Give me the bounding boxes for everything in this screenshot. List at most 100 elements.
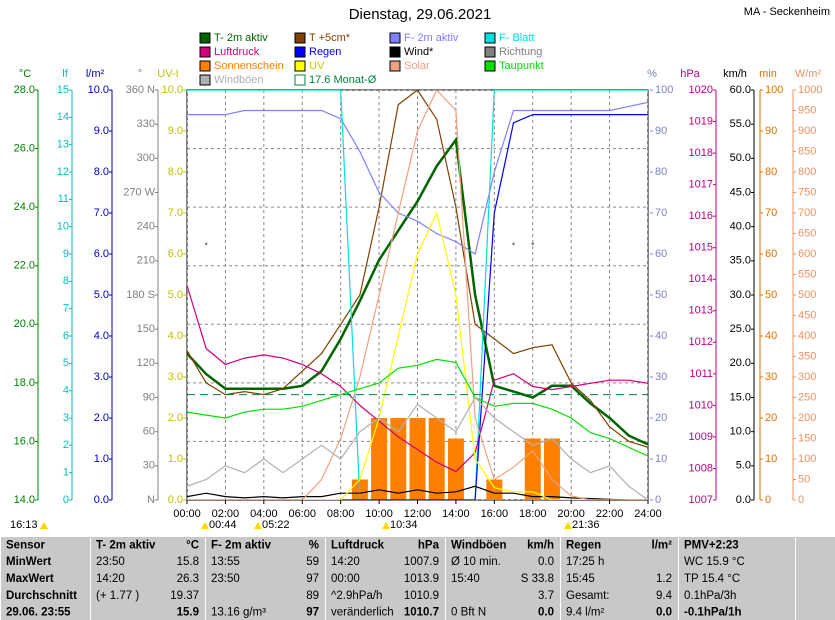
event-label: 10:34: [390, 519, 418, 531]
cell-value: %: [309, 539, 319, 551]
y-tick-label: 90: [655, 125, 667, 137]
direction-dot: [204, 242, 208, 246]
y-tick-label: 850: [798, 145, 816, 157]
y-tick-label: 40: [655, 330, 667, 342]
y-tick-label: 6.0: [168, 248, 183, 260]
y-tick-label: 8: [63, 275, 69, 287]
cell-text: 0 Bft N: [451, 607, 486, 619]
cell-text: 0.1hPa/3h: [684, 590, 736, 602]
cell-value: 97: [306, 607, 319, 619]
y-tick-label: 180 S: [126, 289, 155, 301]
cell-text: ^2.9hPa/h: [331, 590, 382, 602]
y-tick-label: 10.0: [162, 84, 183, 96]
series-line: [187, 90, 648, 500]
y-tick-label: 120: [137, 357, 155, 369]
y-tick-label: 30: [765, 371, 777, 383]
y-tick-label: 5.0: [94, 289, 109, 301]
y-tick-label: 35.0: [730, 255, 751, 267]
cell-text: veränderlich: [331, 607, 394, 619]
y-tick-label: 4.0: [94, 330, 109, 342]
cell-value: S 33.8: [521, 573, 554, 585]
cell-text: 13.16 g/m³: [211, 607, 266, 619]
chart-title: Dienstag, 29.06.2021: [349, 6, 492, 23]
legend-swatch: [294, 74, 306, 86]
y-tick-label: 7.0: [168, 207, 183, 219]
y-tick-label: 300: [798, 371, 816, 383]
y-tick-label: 50: [765, 289, 777, 301]
event-marker: [40, 522, 48, 529]
cell-value: °C: [186, 539, 199, 551]
y-tick-label: 700: [798, 207, 816, 219]
legend-swatch: [199, 46, 211, 58]
y-tick-label: 26.0: [14, 142, 35, 154]
y-tick-label: 100: [765, 84, 783, 96]
cell-value: km/h: [527, 539, 554, 551]
legend-label: Richtung: [499, 46, 542, 58]
bar: [428, 418, 445, 500]
y-tick-label: 12: [57, 166, 69, 178]
axis-title: lf: [62, 68, 68, 80]
y-tick-label: 45.0: [730, 186, 751, 198]
cell-text: Durchschnitt: [6, 590, 77, 602]
cell-value: hPa: [418, 539, 440, 551]
y-tick-label: 40.0: [730, 221, 751, 233]
y-tick-label: 150: [137, 323, 155, 335]
y-tick-label: 10: [765, 453, 777, 465]
axis-title: °C: [19, 68, 31, 80]
bar: [524, 438, 541, 500]
y-tick-label: 16.0: [14, 435, 35, 447]
legend-label: Regen: [309, 46, 341, 58]
cell-text: TP 15.4 °C: [684, 573, 740, 585]
y-tick-label: 800: [798, 166, 816, 178]
axis-title: %: [647, 68, 657, 80]
series-line: [187, 285, 648, 473]
y-tick-label: 1016: [689, 210, 713, 222]
y-tick-label: 100: [655, 84, 673, 96]
event-marker: [382, 522, 390, 529]
cell-value: 1007.9: [404, 556, 439, 568]
cell-value: 1013.9: [404, 573, 439, 585]
x-tick-label: 14:00: [442, 508, 470, 520]
cell-text: MinWert: [6, 556, 51, 568]
bar: [409, 418, 426, 500]
y-tick-label: 650: [798, 227, 816, 239]
bar: [543, 438, 560, 500]
y-tick-label: 1017: [689, 179, 713, 191]
y-tick-label: 4: [63, 385, 69, 397]
y-tick-label: 30: [655, 371, 667, 383]
cell-value: 1010.9: [404, 590, 439, 602]
legend-label: Luftdruck: [214, 46, 260, 58]
event-label: 16:13: [10, 519, 38, 531]
y-tick-label: 350: [798, 350, 816, 362]
cell-value: 1010.7: [404, 607, 439, 619]
cell-value: l/m²: [652, 539, 673, 551]
y-tick-label: 8.0: [168, 166, 183, 178]
cell-value: 3.7: [538, 590, 554, 602]
y-tick-label: 7.0: [94, 207, 109, 219]
y-tick-label: 80: [765, 166, 777, 178]
cell-text: Regen: [566, 539, 601, 551]
series-line: [187, 101, 648, 255]
legend-swatch: [199, 32, 211, 44]
y-tick-label: 0.0: [736, 494, 751, 506]
y-tick-label: 1: [63, 467, 69, 479]
y-tick-label: 1010: [689, 399, 713, 411]
cell-text: 9.4 l/m²: [566, 607, 605, 619]
legend-label: Solar: [404, 60, 430, 72]
y-tick-label: 0: [798, 494, 804, 506]
x-tick-label: 22:00: [596, 508, 624, 520]
cell-text: Luftdruck: [331, 539, 385, 551]
y-tick-label: 0.0: [168, 494, 183, 506]
cell-text: Windböen: [451, 539, 506, 551]
event-marker: [564, 522, 572, 529]
cell-value: 59: [306, 556, 319, 568]
y-tick-label: 90: [765, 125, 777, 137]
y-tick-label: 300: [137, 152, 155, 164]
series-line: [187, 485, 648, 500]
legend-swatch: [484, 46, 496, 58]
x-tick-label: 02:00: [212, 508, 240, 520]
legend-label: T +5cm*: [309, 32, 351, 44]
y-tick-label: 8.0: [94, 166, 109, 178]
cell-text: PMV+2:23: [684, 539, 739, 551]
